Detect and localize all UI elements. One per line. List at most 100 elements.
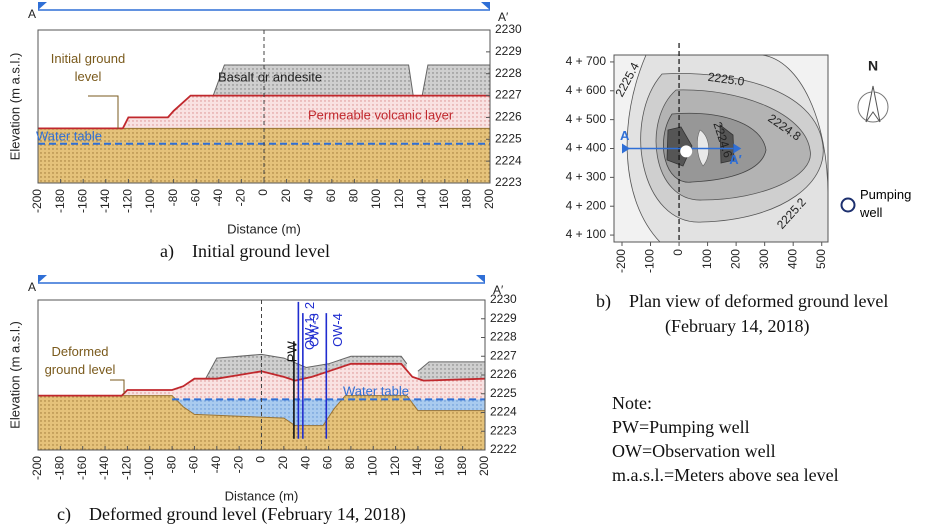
y-tick-label: 2227 [490,348,517,362]
section-marker [733,143,742,154]
x-tick-label: 20 [279,189,293,203]
y-tick-label: 4 + 300 [566,170,607,184]
ground-label: Deformed ground level [44,344,116,377]
y-tick-label: 2224 [490,405,517,419]
well-label: OW-1, 2 [302,302,317,350]
note: OW=Observation well [612,441,776,461]
contour [663,112,767,183]
basalt-line [205,353,485,379]
section-start: A [28,280,36,294]
y-tick-label: 2222 [490,442,517,456]
x-tick-label: -40 [211,189,225,207]
x-tick-label: -20 [231,456,245,474]
pumping-well [680,145,693,158]
y-tick-label: 2230 [490,292,517,306]
x-tick-label: 80 [343,456,357,470]
x-tick-label: 120 [388,456,402,476]
x-tick-label: -160 [75,189,89,213]
y-tick-label: 4 + 200 [566,198,607,212]
x-tick-label: -140 [97,456,111,480]
x-tick-label: 60 [321,456,335,470]
x-tick-label: -80 [166,189,180,207]
basalt-fill [422,65,490,96]
x-tick-label: 500 [814,249,828,269]
section-marker [38,2,47,10]
x-tick-label: 160 [432,456,446,476]
y-tick-label: 2226 [495,110,522,124]
y-tick-label: 2223 [495,175,522,189]
note: Note: [612,393,652,413]
y-axis-title: Elevation (m a.s.l.) [7,53,22,161]
well-label: PW [284,341,299,363]
volcanic-line [38,362,486,397]
y-axis-title: Elevation (m a.s.l.) [7,321,22,429]
basalt-line [212,64,490,96]
y-tick-label: 4 + 400 [566,141,607,155]
note: PW=Pumping well [612,417,750,437]
x-axis-title: Distance (m) [225,488,299,503]
x-tick-label: 400 [785,249,799,269]
basalt-label: Basalt or andesite [218,69,322,84]
x-tick-label: 180 [455,456,469,476]
x-tick-label: 180 [460,189,474,209]
water-fill [172,395,485,426]
x-tick-label: -60 [188,189,202,207]
ground-leader [88,95,119,129]
contour-label: 2225.0 [707,70,746,89]
x-tick-label: 20 [276,456,290,470]
basalt-fill [213,65,414,96]
x-tick-label: 100 [700,249,714,269]
x-tick-label: 0 [671,249,685,256]
north-arrow [865,85,881,123]
ground-leader [110,379,125,394]
y-tick-label: 2229 [495,44,522,58]
y-tick-label: 2224 [495,153,522,167]
section-end: A′ [493,283,504,297]
y-tick-label: 4 + 100 [566,227,607,241]
x-tick-label: -120 [120,456,134,480]
x-tick-label: 140 [410,456,424,476]
water-label: Water table [36,128,102,143]
x-tick-label: 100 [369,189,383,209]
x-tick-label: -200 [614,249,628,273]
section-marker [476,275,485,283]
x-tick-label: 200 [728,249,742,269]
y-tick-label: 2229 [490,311,517,325]
x-tick-label: -40 [209,456,223,474]
section-start: A [28,7,36,21]
volcanic-label: Permeable volcanic layer [308,107,454,122]
x-tick-label: 140 [414,189,428,209]
water-label: Water table [343,383,409,398]
x-tick-label: 200 [477,456,491,476]
x-tick-label: -100 [142,456,156,480]
north-label: N [868,58,878,74]
well-label: OW-3 [306,313,321,347]
x-tick-label: -180 [53,189,67,213]
x-tick-label: -200 [30,456,44,480]
x-tick-label: -120 [121,189,135,213]
legend-label: Pumping well [860,187,912,220]
section-end: A′ [498,10,509,24]
x-tick-label: -100 [143,189,157,213]
well-label: OW-4 [330,313,345,347]
x-tick-label: -100 [643,249,657,273]
note: m.a.s.l.=Meters above sea level [612,465,839,485]
y-tick-label: 2223 [490,423,517,437]
x-tick-label: 120 [392,189,406,209]
ground-line [38,395,485,427]
x-tick-label: -200 [30,189,44,213]
caption: (February 14, 2018) [665,316,809,337]
y-tick-label: 2227 [495,88,522,102]
y-tick-label: 2228 [490,330,517,344]
y-tick-label: 2226 [490,367,517,381]
ground [38,128,490,183]
plan-view: 2225.4 2225.2 2225.0 2224.8 2224.6 N -20… [566,43,889,273]
x-tick-label: -80 [164,456,178,474]
x-tick-label: -20 [234,189,248,207]
section-marker [38,275,47,283]
caption: b) Plan view of deformed ground level [596,291,888,312]
section-marker [621,143,630,154]
y-tick-label: 4 + 600 [566,83,607,97]
caption: a) Initial ground level [160,241,330,262]
